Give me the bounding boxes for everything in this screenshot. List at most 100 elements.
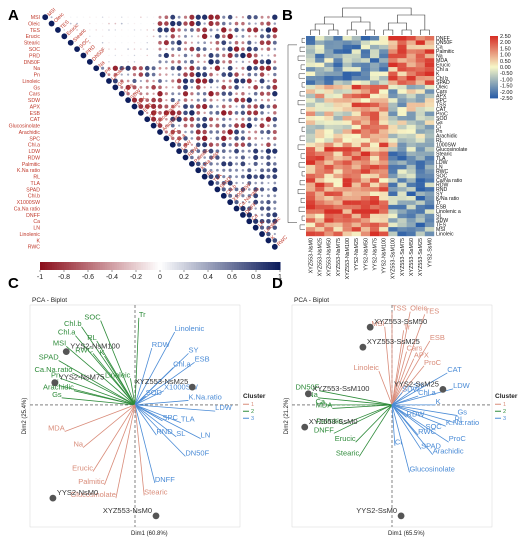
colorbar-segment xyxy=(157,262,161,270)
corr-cell xyxy=(266,225,271,230)
corr-cell xyxy=(182,91,189,97)
corr-cell xyxy=(190,149,194,153)
heatmap-cell xyxy=(315,44,325,50)
heatmap-colorbar-segment xyxy=(490,67,498,69)
loading-arrow xyxy=(378,371,393,406)
corr-cell xyxy=(177,73,181,77)
corr-cell xyxy=(210,48,213,51)
corr-cell xyxy=(247,22,251,25)
legend-title: Cluster xyxy=(495,393,518,400)
colorbar-segment xyxy=(169,262,173,270)
corr-cell xyxy=(266,98,270,102)
corr-cell xyxy=(158,34,162,38)
colorbar-segment xyxy=(176,262,180,270)
corr-cell xyxy=(267,111,270,114)
heatmap-cell xyxy=(360,89,371,94)
heatmap-cell xyxy=(406,49,416,54)
loading-label: LN xyxy=(201,431,211,440)
legend-entry: 3 xyxy=(251,416,254,422)
diag-label-35: K xyxy=(270,234,277,241)
corr-cell xyxy=(253,27,259,33)
heatmap-cell xyxy=(415,71,426,77)
heatmap-cell xyxy=(379,58,389,63)
corr-cell xyxy=(228,41,232,45)
colorbar-segment xyxy=(64,262,67,270)
loading-label: Chl.a xyxy=(58,328,76,337)
heatmap-cell xyxy=(351,151,362,157)
loading-label: RWC xyxy=(75,345,93,354)
heatmap-cell xyxy=(342,53,352,59)
corr-cell xyxy=(151,66,156,71)
corr-cell xyxy=(228,59,233,64)
heatmap-cell xyxy=(324,227,334,232)
heatmap-cell xyxy=(351,156,362,161)
heatmap-cell xyxy=(324,218,334,223)
heatmap-cell xyxy=(406,147,416,152)
heatmap-colorbar-segment xyxy=(490,53,498,55)
heatmap-cell xyxy=(351,213,362,219)
corr-cell xyxy=(246,65,252,71)
heatmap-cell xyxy=(406,178,416,183)
corr-cell xyxy=(260,149,264,153)
heatmap-colorbar-segment xyxy=(490,73,498,75)
corr-cell xyxy=(121,48,123,50)
heatmap-cell xyxy=(351,49,362,54)
corr-cell xyxy=(144,104,150,109)
heatmap-column-label: XYZ553-SsM50 xyxy=(409,238,415,276)
corr-cell xyxy=(248,35,251,38)
heatmap-cell xyxy=(315,84,325,90)
colorbar-segment xyxy=(260,262,264,270)
colorbar-segment xyxy=(232,262,235,270)
heatmap-cell xyxy=(333,36,343,41)
heatmap-cell xyxy=(370,58,380,63)
corr-cell xyxy=(248,162,251,166)
heatmap-cell xyxy=(424,196,435,201)
heatmap-cell xyxy=(415,49,426,54)
row-label-6: PRD xyxy=(29,53,40,59)
corr-cell xyxy=(273,60,277,64)
corr-cell xyxy=(228,85,232,90)
corr-cell xyxy=(265,116,272,122)
corr-cell xyxy=(202,78,208,84)
corr-cell xyxy=(266,161,271,167)
heatmap-cell xyxy=(333,44,343,50)
heatmap-cell xyxy=(360,116,371,121)
heatmap-cell xyxy=(324,107,334,112)
corr-cell xyxy=(146,22,148,25)
heatmap-cell xyxy=(397,40,407,46)
corr-cell xyxy=(254,79,257,83)
corr-cell xyxy=(272,40,277,45)
heatmap-cell xyxy=(342,142,352,148)
corr-cell xyxy=(165,98,168,102)
heatmap-cell xyxy=(360,62,371,68)
heatmap-cell xyxy=(306,80,316,86)
heatmap-cell xyxy=(324,98,334,103)
loading-label: Erucic xyxy=(72,464,93,473)
heatmap-cell xyxy=(397,209,407,214)
corr-cell xyxy=(241,28,245,32)
heatmap-cell xyxy=(306,182,316,188)
corr-cell xyxy=(89,22,91,25)
heatmap-cell xyxy=(424,58,435,63)
heatmap-cell xyxy=(388,187,398,192)
corr-cell xyxy=(152,41,155,44)
heatmap-cell xyxy=(351,53,362,59)
row-label-36: RWC xyxy=(28,245,41,251)
colorbar-segment xyxy=(277,262,281,270)
heatmap-row-label: MDA xyxy=(436,58,448,64)
heatmap-row-label: CAT xyxy=(436,107,447,113)
heatmap-cell xyxy=(397,147,407,152)
corr-cell xyxy=(138,104,144,109)
colorbar-tick-label: 0.6 xyxy=(227,274,237,281)
loading-label: Arachidic xyxy=(433,447,464,456)
colorbar-segment xyxy=(270,262,274,270)
corr-cell xyxy=(266,104,271,109)
colorbar-tick-label: -1 xyxy=(37,274,43,281)
corr-cell xyxy=(253,53,258,58)
heatmap-cell xyxy=(370,49,380,54)
corr-cell xyxy=(235,92,238,96)
corr-cell xyxy=(133,22,136,25)
heatmap-cell xyxy=(360,209,371,214)
heatmap-cell xyxy=(360,98,371,103)
corr-cell xyxy=(69,29,72,31)
